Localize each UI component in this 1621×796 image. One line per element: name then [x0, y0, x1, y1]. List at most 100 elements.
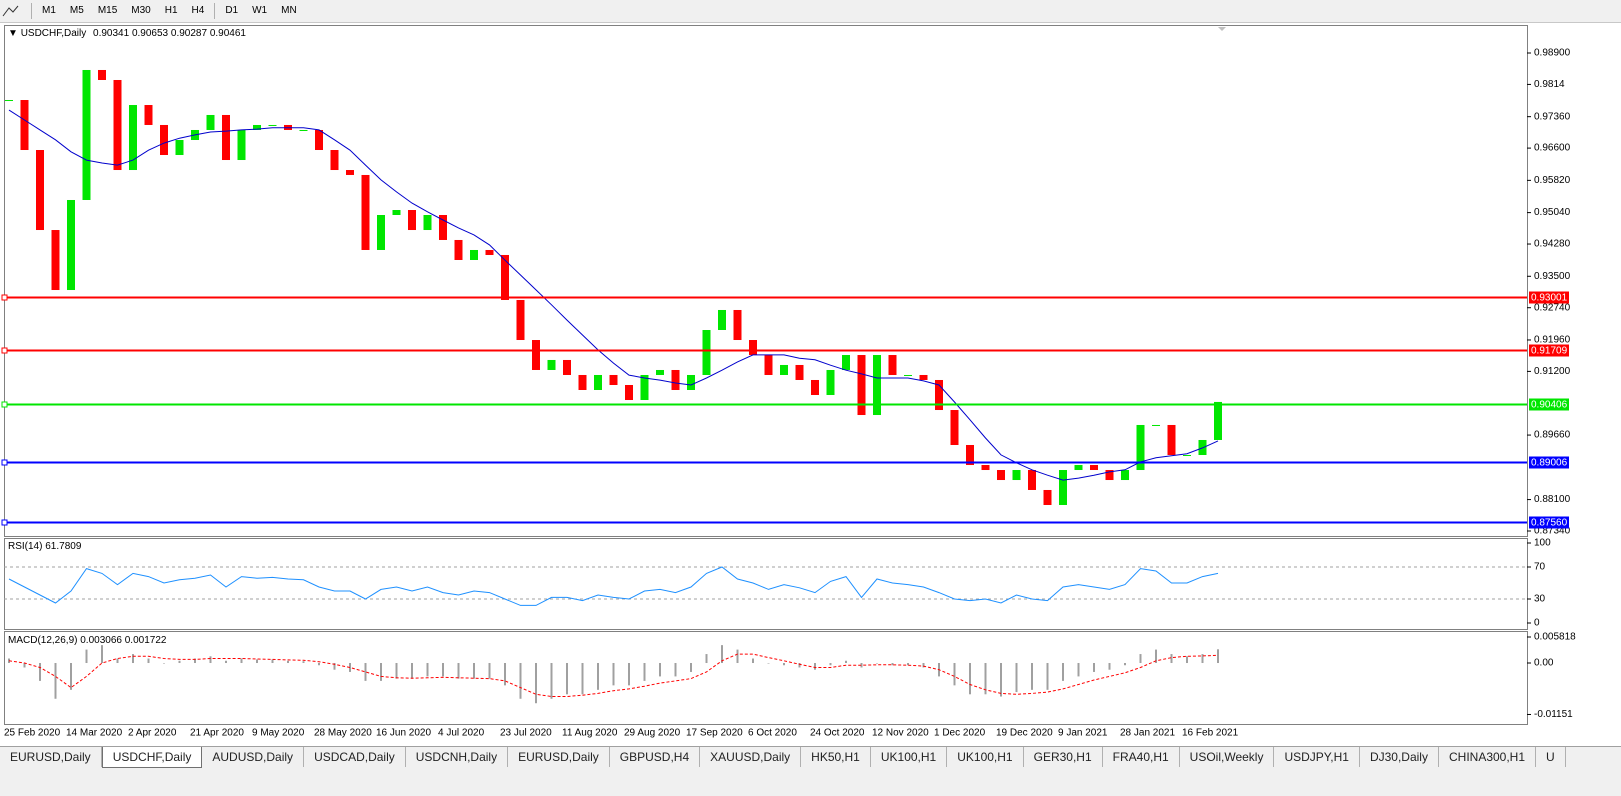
x-tick-label: 1 Dec 2020	[934, 728, 986, 739]
macd-bar	[178, 660, 181, 664]
macd-bar	[984, 663, 987, 695]
chart-tab[interactable]: GBPUSD,H4	[610, 747, 701, 767]
x-tick-label: 6 Oct 2020	[748, 728, 797, 739]
macd-bar	[690, 663, 692, 672]
timeframe-button[interactable]: M15	[97, 5, 118, 16]
chart-tab[interactable]: U	[1536, 747, 1566, 767]
macd-bar	[1170, 654, 1173, 664]
candle	[222, 114, 230, 161]
macd-bar	[1124, 663, 1126, 666]
chart-tab[interactable]: USDJPY,H1	[1274, 747, 1360, 767]
level-label-box	[1529, 291, 1569, 304]
macd-bar	[721, 645, 723, 664]
macd-bar	[969, 663, 971, 695]
separator	[214, 3, 216, 19]
candle	[82, 69, 91, 200]
macd-bar	[8, 658, 10, 664]
chart-tab[interactable]: UK100,H1	[871, 747, 948, 767]
chart-tab[interactable]: DJ30,Daily	[1360, 747, 1439, 767]
level-label: 0.90406	[1531, 400, 1568, 411]
candle	[749, 340, 757, 356]
candle	[671, 369, 680, 390]
chart-tab[interactable]: EURUSD,Daily	[0, 747, 102, 767]
y-tick-label: 0.96600	[1534, 143, 1571, 154]
level-label: 0.93001	[1531, 293, 1568, 304]
chart-tab[interactable]: XAUUSD,Daily	[700, 747, 802, 767]
macd-bar	[767, 663, 770, 664]
y-tick-label: 0.9814	[1534, 79, 1565, 90]
macd-bar	[566, 663, 568, 695]
y-tick-label: 0.91960	[1534, 335, 1571, 346]
y-tick-label: 0.91200	[1534, 366, 1571, 377]
macd-bar	[23, 663, 26, 668]
chart-tab[interactable]: GER30,H1	[1024, 747, 1103, 767]
candle	[563, 359, 571, 375]
y-tick-label: 0.92740	[1534, 302, 1571, 313]
macd-bar	[798, 663, 801, 668]
candle	[904, 374, 912, 376]
x-tick-label: 12 Nov 2020	[872, 728, 929, 739]
candle	[408, 210, 416, 231]
macd-bar	[953, 663, 956, 686]
x-tick-label: 25 Feb 2020	[4, 728, 61, 739]
timeframe-button[interactable]: D1	[225, 5, 239, 16]
candle	[98, 69, 106, 80]
candle	[1028, 470, 1036, 490]
candle	[129, 105, 137, 171]
macd-bar	[845, 660, 847, 664]
timeframe-button[interactable]: H4	[191, 5, 205, 16]
rsi-panel-frame	[4, 538, 1528, 630]
main-panel-frame	[4, 25, 1528, 537]
chart-tab[interactable]: CHINA300,H1	[1439, 747, 1537, 767]
y-tick-label: 100	[1534, 538, 1551, 549]
chart-tab[interactable]: EURUSD,Daily	[508, 747, 610, 767]
macd-bar	[163, 663, 165, 664]
candle	[1167, 424, 1176, 456]
candle	[1059, 470, 1067, 505]
timeframe-button[interactable]: W1	[252, 5, 268, 16]
macd-bar	[442, 663, 444, 677]
candle	[966, 444, 974, 466]
toolbar: M1 M5 M15 M30 H1 H4 D1 W1 MN	[0, 0, 1621, 23]
timeframe-button[interactable]: H1	[164, 5, 178, 16]
candle	[656, 369, 664, 375]
candle	[826, 369, 835, 396]
chart: ▼ USDCHF,Daily 0.90341 0.90653 0.90287 0…	[0, 22, 1621, 746]
macd-bar	[256, 659, 258, 664]
chart-tab[interactable]: USDCNH,Daily	[406, 747, 509, 767]
chart-tab[interactable]: USDCAD,Daily	[304, 747, 406, 767]
y-tick-label: 0.95040	[1534, 207, 1571, 218]
macd-bar	[659, 663, 661, 677]
candle	[36, 150, 44, 231]
candle	[1012, 470, 1021, 481]
macd-bar	[147, 658, 150, 664]
candle	[51, 230, 60, 291]
timeframe-button[interactable]: MN	[281, 5, 297, 16]
timeframe-button[interactable]: M1	[42, 5, 56, 16]
candle	[1121, 470, 1129, 481]
x-tick-label: 29 Aug 2020	[624, 728, 681, 739]
level-handle	[1, 459, 8, 466]
macd-bar	[860, 663, 863, 668]
chart-tab[interactable]: FRA40,H1	[1103, 747, 1180, 767]
candle	[1090, 465, 1098, 471]
macd-bar	[1015, 663, 1018, 693]
chart-tab[interactable]: AUDUSD,Daily	[202, 747, 305, 767]
ohlc-close: 0.90461	[210, 28, 247, 39]
y-tick-label: 0.87340	[1534, 526, 1571, 537]
candle	[67, 199, 75, 291]
candle	[1136, 424, 1145, 471]
timeframe-button[interactable]: M30	[131, 5, 151, 16]
macd-bar	[209, 656, 212, 664]
timeframe-button[interactable]: M5	[69, 5, 84, 16]
level-label-box	[1529, 344, 1569, 357]
macd-bar	[1093, 663, 1095, 672]
candle	[268, 124, 277, 126]
macd-bar	[535, 663, 537, 704]
chart-tab[interactable]: UK100,H1	[947, 747, 1024, 767]
chart-tab[interactable]: USOil,Weekly	[1180, 747, 1275, 767]
x-tick-label: 24 Oct 2020	[810, 728, 865, 739]
chart-tab[interactable]: USDCHF,Daily	[101, 747, 203, 768]
candle	[718, 309, 726, 331]
chart-tab[interactable]: HK50,H1	[801, 747, 871, 767]
